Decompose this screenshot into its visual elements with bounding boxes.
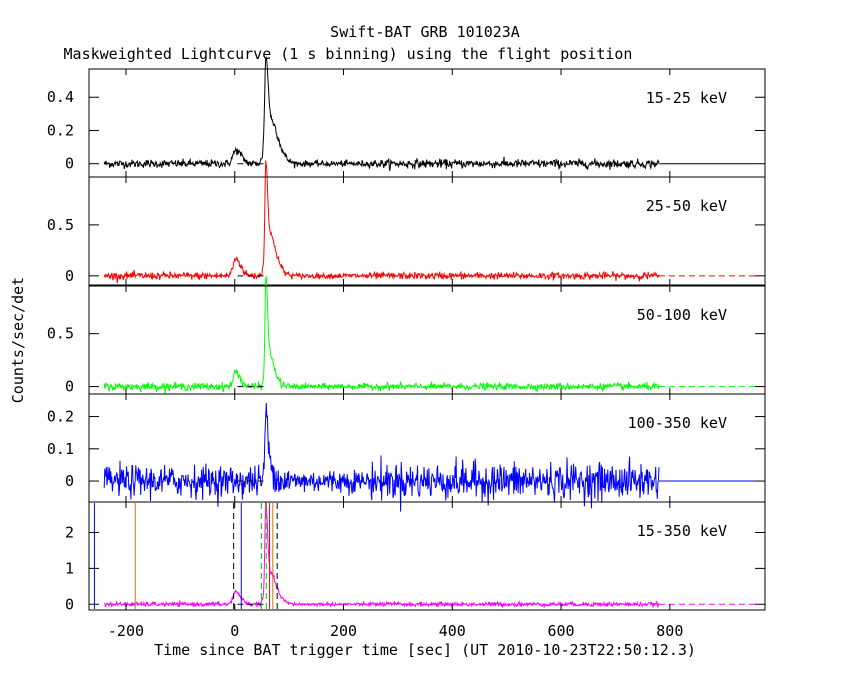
panels-group: 0 0.2 0.4 15-25 keV 0 0.5 25-50 keV 0 0.5 50-100 … [47, 56, 766, 613]
panel-4: 0 1 2 15-350 keV [65, 501, 766, 613]
x-axis-label: Time since BAT trigger time [sec] (UT 20… [154, 641, 696, 659]
chart-title: Swift-BAT GRB 101023A [330, 23, 520, 41]
y-tick-label-0-1: 0.2 [47, 121, 74, 139]
series-line-1 [103, 160, 660, 284]
x-axis: -200 0 200 400 600 800 [108, 622, 683, 640]
panel-3: 0 0.1 0.2 100-350 keV [47, 393, 766, 512]
y-tick-label-4-2: 2 [65, 523, 74, 541]
x-tick-label-0: -200 [108, 622, 144, 640]
y-tick-label-3-1: 0.1 [47, 440, 74, 458]
panel-frame-1 [88, 176, 766, 286]
y-tick-label-3-0: 0 [65, 472, 74, 490]
y-tick-label-3-2: 0.2 [47, 408, 74, 426]
y-tick-label-1-0: 0 [65, 267, 74, 285]
y-tick-label-2-1: 0.5 [47, 325, 74, 343]
panel-frame-2 [88, 285, 766, 395]
panel-label-0: 15-25 keV [646, 89, 727, 107]
x-tick-label-2: 200 [330, 622, 357, 640]
panel-1: 0 0.5 25-50 keV [47, 160, 766, 286]
series-line-4 [103, 501, 660, 609]
series-line-0 [103, 56, 660, 172]
y-axis-label: Counts/sec/det [9, 277, 27, 403]
x-tick-label-5: 800 [656, 622, 683, 640]
panel-frame-4 [88, 501, 766, 611]
panel-label-2: 50-100 keV [637, 306, 727, 324]
y-tick-label-4-1: 1 [65, 559, 74, 577]
series-line-3 [103, 402, 660, 512]
y-tick-label-4-0: 0 [65, 595, 74, 613]
panel-label-4: 15-350 keV [637, 522, 727, 540]
y-tick-label-0-0: 0 [65, 155, 74, 173]
x-tick-label-1: 0 [230, 622, 239, 640]
panel-0: 0 0.2 0.4 15-25 keV [47, 56, 766, 178]
panel-label-3: 100-350 keV [628, 414, 727, 432]
x-tick-label-3: 400 [439, 622, 466, 640]
panel-2: 0 0.5 50-100 keV [47, 276, 766, 396]
x-tick-label-4: 600 [548, 622, 575, 640]
chart-subtitle: Maskweighted Lightcurve (1 s binning) us… [64, 45, 633, 63]
y-tick-label-1-1: 0.5 [47, 216, 74, 234]
y-tick-label-0-2: 0.4 [47, 88, 74, 106]
y-tick-label-2-0: 0 [65, 378, 74, 396]
series-line-2 [103, 276, 660, 394]
panel-label-1: 25-50 keV [646, 197, 727, 215]
